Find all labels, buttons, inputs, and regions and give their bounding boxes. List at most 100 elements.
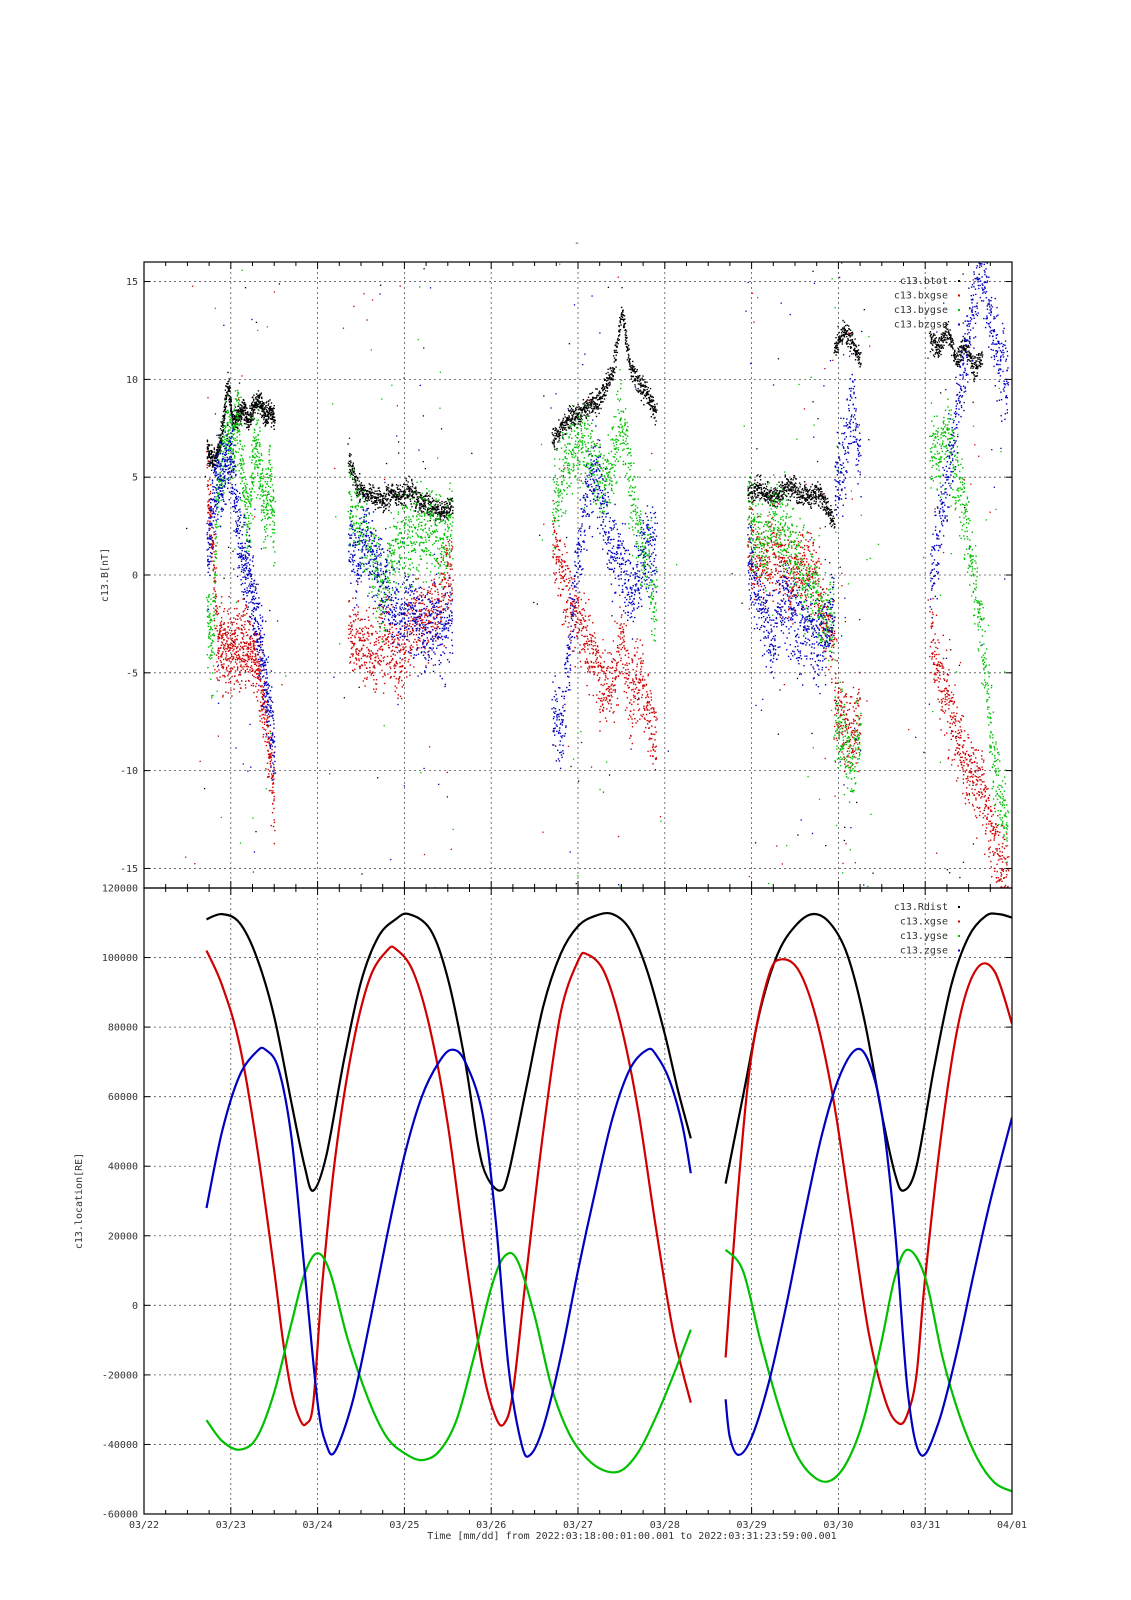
data-point — [223, 608, 226, 610]
data-point — [975, 364, 977, 367]
data-point — [420, 626, 423, 629]
data-point — [354, 668, 356, 671]
data-point — [793, 477, 795, 479]
data-point — [386, 655, 389, 658]
data-point — [231, 675, 233, 678]
data-point — [964, 349, 966, 351]
data-point — [215, 613, 217, 615]
data-point — [244, 623, 246, 626]
data-point — [769, 491, 772, 493]
data-point — [234, 658, 237, 661]
data-point — [374, 667, 376, 669]
data-point — [262, 713, 265, 716]
data-point — [777, 497, 780, 499]
data-point — [240, 624, 243, 626]
data-point — [399, 676, 401, 678]
data-point — [223, 628, 226, 631]
data-point — [618, 335, 620, 337]
data-point — [252, 413, 254, 415]
data-point — [429, 519, 431, 522]
data-point — [950, 335, 952, 338]
data-point — [956, 363, 958, 366]
data-point — [253, 647, 256, 649]
data-point — [223, 577, 225, 579]
data-point — [848, 325, 850, 327]
data-point — [362, 495, 365, 498]
data-point — [562, 475, 564, 477]
data-point — [813, 490, 815, 493]
data-point — [247, 426, 249, 429]
data-point — [350, 632, 352, 634]
data-point — [416, 496, 419, 498]
data-point — [208, 451, 211, 454]
data-point — [252, 871, 255, 873]
data-point — [787, 480, 790, 483]
data-point — [229, 404, 231, 407]
data-point — [358, 686, 360, 688]
data-point — [847, 339, 850, 341]
data-point — [239, 404, 242, 406]
data-point — [417, 501, 419, 503]
data-point — [572, 415, 574, 417]
data-point — [429, 495, 431, 498]
data-point — [624, 334, 627, 336]
data-point — [439, 514, 441, 516]
data-point — [780, 495, 783, 498]
data-point — [262, 736, 264, 738]
data-point — [391, 658, 394, 661]
data-point — [387, 498, 389, 500]
data-point — [414, 602, 416, 605]
data-point — [598, 398, 601, 400]
data-point — [238, 654, 240, 657]
data-point — [267, 400, 270, 403]
data-point — [949, 336, 951, 339]
data-point — [233, 633, 235, 636]
data-point — [366, 667, 368, 670]
data-point — [817, 481, 819, 483]
data-point — [363, 494, 366, 496]
data-point — [939, 345, 941, 348]
data-point — [430, 607, 433, 610]
data-point — [452, 500, 454, 502]
data-point — [964, 337, 966, 340]
data-point — [268, 716, 270, 718]
data-point — [220, 602, 223, 604]
data-point — [243, 641, 246, 644]
data-point — [653, 417, 655, 419]
data-point — [221, 652, 223, 655]
data-point — [368, 635, 370, 637]
data-point — [374, 499, 376, 502]
data-point — [214, 590, 216, 593]
data-point — [560, 426, 563, 428]
data-point — [258, 669, 261, 671]
data-point — [570, 419, 573, 421]
data-point — [422, 619, 424, 621]
data-point — [419, 615, 421, 617]
data-point — [414, 490, 416, 493]
data-point — [626, 343, 628, 345]
data-point — [949, 343, 952, 345]
data-point — [951, 346, 954, 348]
data-point — [272, 790, 274, 792]
data-point — [976, 365, 978, 368]
data-point — [271, 774, 274, 777]
data-point — [415, 486, 417, 488]
data-point — [840, 332, 843, 334]
data-point — [797, 496, 800, 499]
data-point — [960, 341, 962, 343]
data-point — [382, 692, 385, 694]
data-point — [250, 413, 252, 415]
data-point — [415, 489, 417, 492]
data-point — [804, 497, 806, 499]
data-point — [243, 414, 245, 416]
data-point — [955, 355, 957, 357]
data-point — [399, 651, 401, 653]
data-point — [810, 507, 813, 509]
data-point — [217, 447, 220, 449]
data-point — [813, 496, 815, 498]
data-point — [784, 475, 787, 478]
data-point — [358, 658, 360, 660]
data-point — [436, 623, 438, 626]
data-point — [944, 325, 946, 328]
data-point — [231, 637, 234, 640]
